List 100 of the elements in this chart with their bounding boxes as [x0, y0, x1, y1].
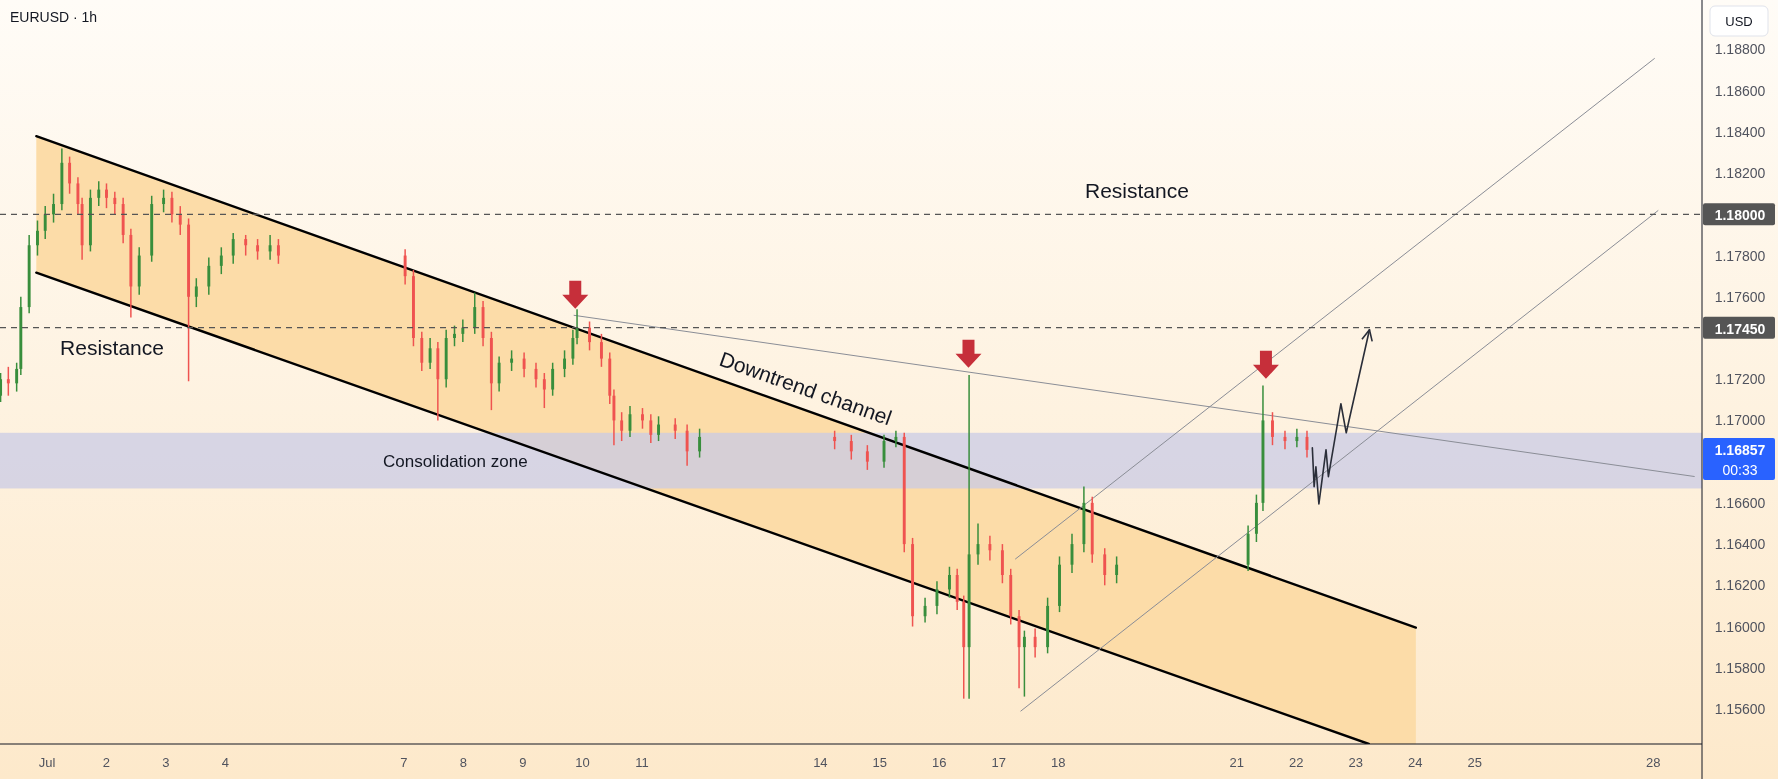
candlestick	[620, 411, 624, 442]
candlestick	[497, 355, 501, 393]
candlestick	[599, 333, 603, 368]
text: 1.16857	[1714, 441, 1766, 458]
x-tick-label: 2	[102, 755, 111, 770]
y-axis-title: USD	[1725, 14, 1753, 29]
text: 00:33	[1722, 461, 1758, 478]
candlestick	[412, 269, 415, 347]
candlestick	[268, 234, 272, 261]
candlestick	[542, 372, 546, 409]
candlestick	[588, 320, 591, 352]
x-tick-label: 23	[1348, 755, 1363, 770]
candlestick	[6, 366, 10, 397]
candlestick	[698, 427, 702, 459]
candlestick	[833, 429, 837, 451]
y-tick-label: 1.15600	[1714, 700, 1766, 717]
candlestick	[1295, 427, 1299, 448]
candlestick	[641, 407, 644, 430]
x-tick-label: 22	[1289, 755, 1304, 770]
candlestick	[657, 415, 661, 442]
candlestick	[649, 413, 653, 444]
candlestick	[15, 361, 19, 393]
ref-line-label: 1.17450	[1714, 320, 1766, 337]
candlestick	[563, 349, 567, 378]
y-tick-label: 1.17800	[1714, 247, 1766, 264]
candlestick	[849, 434, 853, 461]
y-tick-label: 1.18200	[1714, 165, 1766, 182]
candlestick	[162, 188, 166, 214]
candlestick	[923, 596, 927, 624]
x-tick-label: 4	[221, 755, 230, 770]
x-tick-label: 18	[1051, 755, 1066, 770]
candlestick	[988, 535, 992, 562]
candlestick	[276, 238, 280, 265]
candlestick	[551, 361, 555, 397]
y-tick-label: 1.16000	[1714, 618, 1766, 635]
x-tick-label: 14	[813, 755, 828, 770]
candlestick	[231, 232, 235, 265]
x-tick-label: 11	[635, 755, 649, 770]
candlestick	[52, 192, 55, 224]
candlestick	[1115, 555, 1119, 584]
candlestick	[1058, 555, 1061, 613]
candlestick	[453, 324, 456, 347]
candlestick	[865, 444, 869, 471]
y-tick-label: 1.17200	[1714, 371, 1766, 388]
candlestick	[76, 176, 80, 216]
x-tick-label: 10	[575, 755, 590, 770]
y-tick-label: 1.15800	[1714, 659, 1766, 676]
x-tick-label: 9	[519, 755, 527, 770]
candlestick	[105, 182, 108, 209]
candlestick	[1103, 547, 1107, 587]
candlestick	[170, 190, 174, 224]
candlestick	[0, 372, 3, 403]
y-tick-label: 1.18800	[1714, 41, 1766, 58]
candlestick	[894, 429, 898, 448]
x-tick-label: 24	[1408, 755, 1423, 770]
x-tick-label: 15	[872, 755, 888, 770]
y-tick-label: 1.18400	[1714, 123, 1766, 140]
point	[955, 339, 982, 368]
x-tick-label: Jul	[38, 755, 56, 770]
candlestick	[207, 256, 211, 296]
candlestick	[575, 308, 579, 345]
annotation: Resistance	[60, 336, 164, 360]
x-tick-label: 21	[1229, 755, 1245, 770]
candlestick	[1033, 627, 1037, 659]
candlestick	[194, 277, 198, 308]
candlestick	[473, 291, 477, 335]
candlestick	[571, 329, 575, 366]
candlestick	[948, 566, 951, 599]
candlestick	[673, 417, 677, 440]
y-tick-label: 1.16400	[1714, 536, 1766, 553]
y-tick-label: 1.16600	[1714, 494, 1766, 511]
annotation: Resistance	[1084, 178, 1189, 202]
candlestick	[522, 351, 526, 378]
band-label: Consolidation zone	[383, 451, 528, 471]
candlestick	[113, 190, 117, 216]
candlestick	[68, 155, 72, 195]
y-tick-label: 1.17000	[1714, 412, 1766, 429]
candlestick	[244, 234, 248, 257]
candlestick	[461, 318, 465, 343]
y-tick-label: 1.18600	[1714, 82, 1766, 99]
ref-line-label: 1.18000	[1714, 207, 1766, 224]
x-tick-label: 3	[162, 755, 170, 770]
candlestick	[256, 238, 260, 261]
candlestick	[1271, 411, 1274, 446]
y-tick-label: 1.17600	[1714, 288, 1766, 305]
text: EURUSD · 1h	[10, 9, 98, 25]
x-tick-label: 7	[400, 755, 408, 770]
x-tick-label: 16	[932, 755, 947, 770]
candlestick	[97, 180, 101, 207]
candlestick	[1022, 629, 1026, 698]
candlestick	[685, 423, 689, 467]
x-tick-label: 28	[1645, 755, 1661, 770]
point	[562, 280, 589, 309]
candlestick	[428, 337, 432, 370]
candlestick	[403, 248, 407, 286]
candlestick	[219, 246, 223, 275]
candlestick	[510, 349, 514, 372]
candlestick	[36, 219, 39, 257]
y-tick-label: 1.16200	[1714, 577, 1766, 594]
candlestick	[43, 205, 47, 240]
